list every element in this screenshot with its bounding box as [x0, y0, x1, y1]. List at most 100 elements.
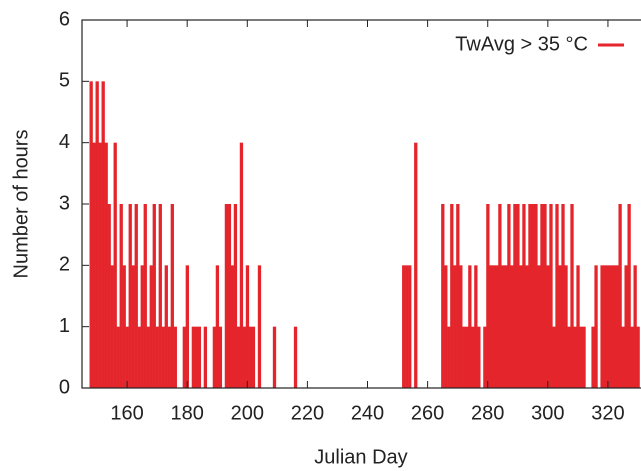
bar	[510, 265, 514, 388]
bar	[537, 265, 541, 388]
bar	[531, 204, 535, 388]
bar	[606, 265, 610, 388]
bar	[414, 142, 418, 388]
bar	[116, 326, 120, 388]
bar	[242, 326, 247, 388]
bar	[579, 326, 583, 388]
bar	[89, 81, 93, 388]
bar	[173, 326, 177, 388]
bar	[453, 265, 457, 388]
bar	[245, 265, 250, 388]
bar	[483, 326, 487, 388]
bar	[131, 265, 135, 388]
bar	[561, 204, 565, 388]
y-tick-label: 2	[59, 254, 70, 276]
bar	[636, 326, 640, 388]
bar	[194, 326, 199, 388]
bar	[621, 326, 625, 388]
bar	[236, 326, 241, 388]
bar	[528, 204, 532, 388]
bar	[98, 142, 102, 388]
x-tick-label: 240	[351, 402, 384, 424]
bar	[149, 265, 153, 388]
bar	[137, 326, 141, 388]
bar	[230, 265, 235, 388]
bar	[534, 204, 538, 388]
bar	[507, 204, 511, 388]
bar	[522, 204, 526, 388]
bar	[402, 265, 406, 388]
bar	[212, 326, 217, 388]
bar	[558, 265, 562, 388]
bar	[474, 265, 478, 388]
bar	[495, 265, 499, 388]
bar	[564, 265, 568, 388]
bar	[140, 265, 144, 388]
bar	[567, 326, 571, 388]
bar	[630, 326, 634, 388]
bar	[543, 204, 547, 388]
bar	[107, 204, 111, 388]
bar	[477, 326, 481, 388]
bar	[444, 265, 448, 388]
y-tick-label: 0	[59, 376, 70, 398]
bar	[405, 265, 409, 388]
x-axis-label: Julian Day	[314, 446, 407, 468]
bar	[525, 265, 529, 388]
y-axis-label: Number of hours	[10, 130, 32, 279]
bar	[248, 326, 253, 388]
bar	[450, 204, 454, 388]
bar	[459, 265, 463, 388]
x-tick-label: 200	[231, 402, 264, 424]
bar	[104, 142, 108, 388]
bar	[257, 265, 262, 388]
bar	[549, 204, 553, 388]
y-tick-label: 3	[59, 192, 70, 214]
bar	[594, 265, 598, 388]
bar	[122, 265, 126, 388]
bar	[591, 326, 595, 388]
bar	[92, 142, 96, 388]
x-tick-label: 320	[591, 402, 624, 424]
bar	[570, 204, 574, 388]
y-tick-label: 4	[59, 131, 70, 153]
bar	[185, 265, 189, 388]
bar	[471, 326, 475, 388]
y-tick-label: 1	[59, 315, 70, 337]
bar	[95, 81, 99, 388]
bar	[540, 204, 544, 388]
bar	[519, 265, 523, 388]
bar	[203, 326, 208, 388]
bar	[555, 204, 559, 388]
bar	[233, 204, 238, 388]
bar	[516, 204, 520, 388]
bar	[164, 265, 168, 388]
bar	[128, 204, 132, 388]
bar	[546, 265, 550, 388]
bar	[609, 265, 613, 388]
legend-label: TwAvg > 35 °C	[455, 33, 588, 55]
bar	[239, 142, 244, 388]
bar	[119, 204, 123, 388]
bar	[600, 265, 604, 388]
bar	[624, 265, 628, 388]
bar	[167, 326, 171, 388]
x-tick-label: 180	[171, 402, 204, 424]
bar	[501, 265, 505, 388]
bar	[633, 265, 637, 388]
bar	[492, 265, 496, 388]
bar	[456, 204, 460, 388]
x-tick-label: 280	[471, 402, 504, 424]
bar	[462, 326, 466, 388]
bar	[182, 326, 186, 388]
bar	[582, 326, 586, 388]
bar	[215, 265, 220, 388]
bar	[576, 265, 580, 388]
bar	[408, 265, 412, 388]
y-tick-label: 5	[59, 70, 70, 92]
x-tick-label: 220	[291, 402, 324, 424]
bar	[489, 265, 493, 388]
bar	[615, 265, 619, 388]
bar	[197, 326, 202, 388]
